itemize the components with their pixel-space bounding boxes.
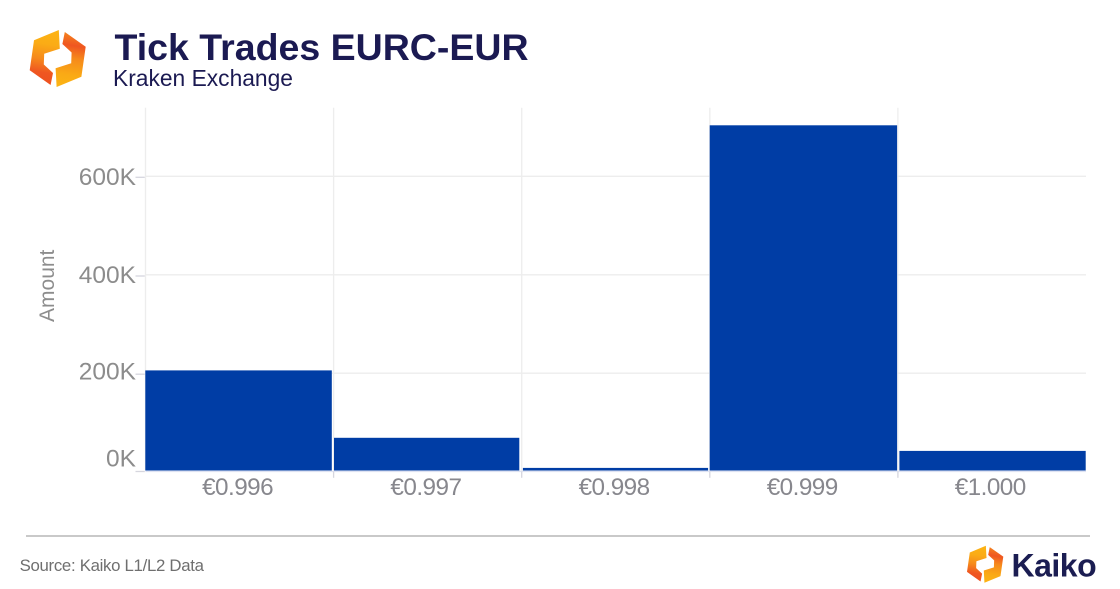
svg-text:200K: 200K [79,359,137,386]
svg-text:€0.998: €0.998 [579,474,650,501]
svg-text:0K: 0K [106,445,137,472]
svg-text:€0.997: €0.997 [390,474,461,501]
svg-text:Amount: Amount [36,249,59,322]
svg-text:Tick Trades EURC-EUR: Tick Trades EURC-EUR [115,26,529,68]
svg-text:Source: Kaiko L1/L2 Data: Source: Kaiko L1/L2 Data [20,556,205,575]
svg-text:Kaiko: Kaiko [1012,548,1097,584]
svg-text:€0.999: €0.999 [767,474,838,501]
svg-text:400K: 400K [79,262,137,289]
svg-text:600K: 600K [79,164,137,191]
svg-text:Kraken Exchange: Kraken Exchange [113,65,293,91]
svg-text:€0.996: €0.996 [202,474,273,501]
svg-text:€1.000: €1.000 [955,474,1026,501]
